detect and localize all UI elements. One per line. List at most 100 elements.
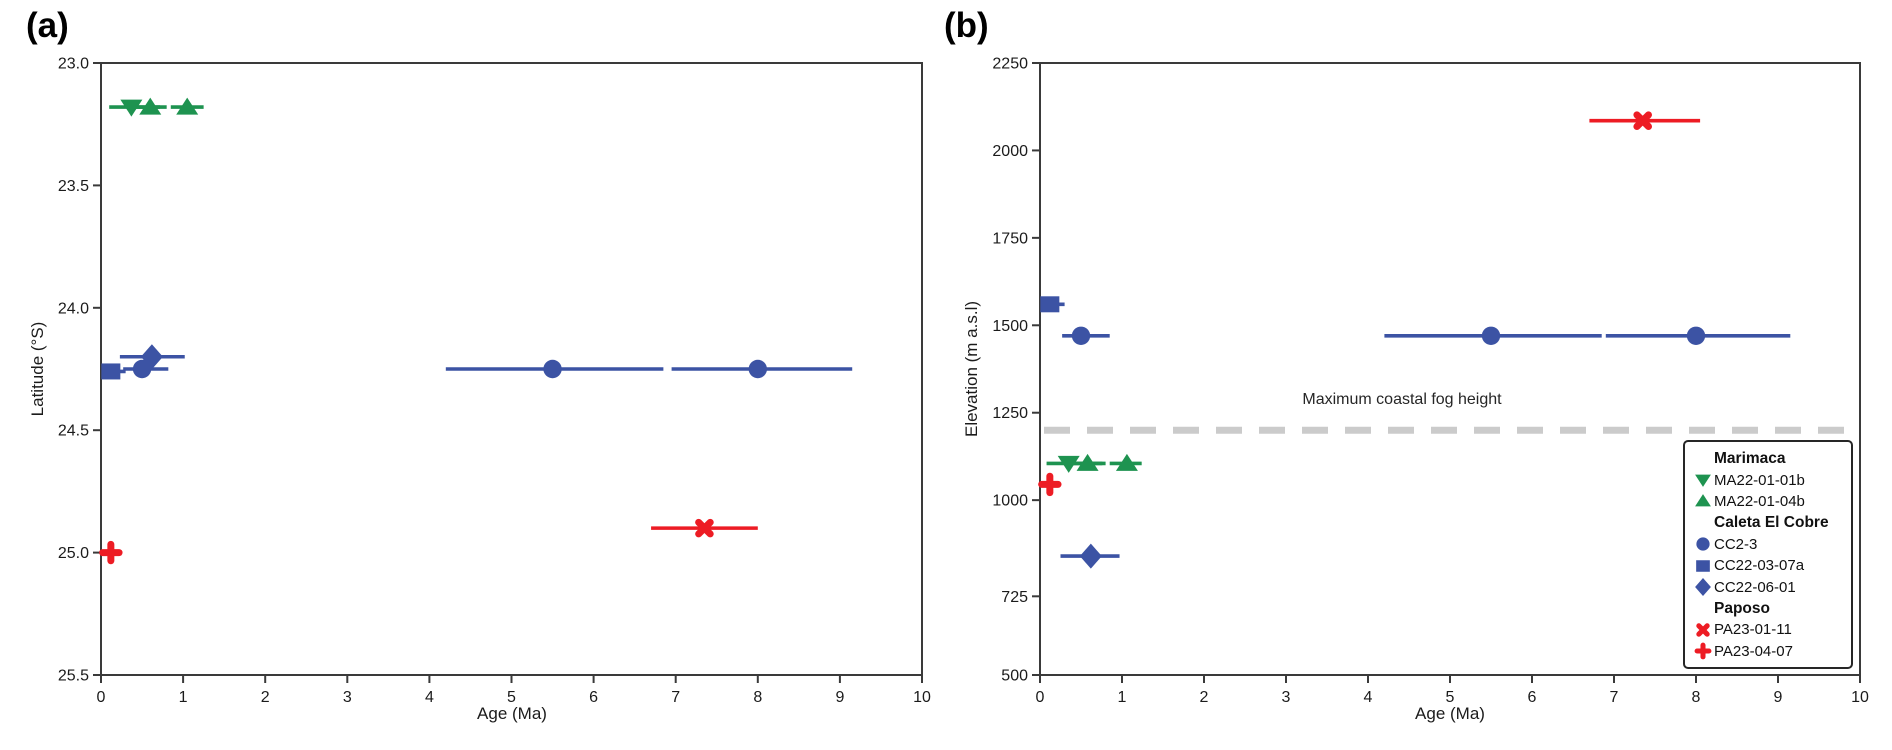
data-point — [1071, 326, 1091, 345]
x-tick-label: 4 — [425, 689, 434, 706]
x-tick-label: 1 — [1118, 689, 1127, 706]
panel-b-label: (b) — [944, 6, 989, 45]
y-tick-label: 2250 — [992, 56, 1028, 73]
marker-triangle-down — [1695, 474, 1711, 487]
data-point — [132, 359, 152, 379]
data-point — [176, 97, 199, 115]
fog-height-annotation: Maximum coastal fog height — [1302, 391, 1502, 408]
data-point — [1038, 472, 1062, 497]
x-tick-label: 2 — [1200, 689, 1209, 706]
x-tick-label: 5 — [507, 689, 516, 706]
legend-group-title-1: Caleta El Cobre — [1714, 514, 1829, 532]
marker-triangle-up — [139, 97, 162, 115]
x-tick-label: 0 — [97, 689, 106, 706]
data-point — [139, 97, 162, 115]
x-tick-label: 8 — [1692, 689, 1701, 706]
marker-circle — [748, 359, 767, 379]
data-point — [99, 540, 123, 565]
marker-square — [101, 363, 121, 380]
legend-item: MA22-01-01b — [1693, 469, 1847, 490]
plot-b-yaxis-title: Elevation (m a.s.l) — [962, 300, 981, 438]
legend-marker-plus — [1694, 642, 1712, 660]
y-tick-label: 25.0 — [58, 545, 89, 562]
legend-item: MA22-01-04b — [1693, 491, 1847, 512]
marker-triangle-up — [176, 97, 199, 115]
x-tick-label: 9 — [1774, 689, 1783, 706]
x-tick-label: 6 — [1528, 689, 1537, 706]
marker-plus — [99, 540, 123, 565]
marker-diamond — [140, 344, 163, 370]
marker-circle — [1481, 326, 1501, 345]
marker-diamond — [1695, 578, 1711, 597]
data-point — [1633, 111, 1652, 131]
legend-marker-diamond — [1695, 578, 1711, 597]
legend-item: PA23-04-07 — [1693, 641, 1847, 662]
data-point — [1686, 326, 1706, 345]
x-tick-label: 10 — [913, 689, 931, 706]
marker-circle — [1696, 537, 1710, 551]
data-point — [1076, 453, 1099, 471]
y-tick-label: 725 — [1001, 589, 1028, 606]
y-tick-label: 500 — [1001, 668, 1028, 685]
panel-a-label: (a) — [26, 6, 69, 45]
x-tick-label: 8 — [753, 689, 762, 706]
data-point — [695, 518, 714, 538]
marker-square — [1696, 559, 1710, 572]
data-point — [748, 359, 767, 379]
marker-square — [1040, 296, 1060, 313]
x-tick-label: 0 — [1036, 689, 1045, 706]
legend-marker-x — [1696, 623, 1710, 637]
x-tick-label: 6 — [589, 689, 598, 706]
y-tick-label: 24.5 — [58, 423, 89, 440]
y-tick-label: 24.0 — [58, 300, 89, 317]
marker-circle — [1686, 326, 1706, 345]
x-tick-label: 2 — [261, 689, 270, 706]
legend: Marimaca MA22-01-01b MA22-01-04b Caleta El … — [1683, 440, 1853, 669]
data-point — [543, 359, 562, 379]
legend-marker-circle — [1696, 537, 1710, 551]
plot-a-xaxis-title: Age (Ma) — [477, 704, 547, 723]
data-point — [1079, 543, 1102, 569]
marker-triangle-up — [1076, 453, 1099, 471]
marker-triangle-down — [1057, 455, 1080, 473]
marker-circle — [543, 359, 562, 379]
marker-plus — [1694, 642, 1712, 660]
legend-item: PA23-01-11 — [1693, 619, 1847, 640]
legend-marker-triangle-down — [1695, 474, 1711, 487]
marker-plus — [1038, 472, 1062, 497]
plot-a-yaxis-title: Latitude (°S) — [28, 321, 47, 417]
marker-x — [1633, 111, 1652, 131]
marker-circle — [132, 359, 152, 379]
legend-group-title-0: Marimaca — [1714, 450, 1786, 467]
y-tick-label: 25.5 — [58, 668, 89, 685]
x-tick-label: 7 — [671, 689, 680, 706]
data-point — [1115, 453, 1138, 471]
legend-marker-triangle-up — [1695, 494, 1711, 507]
x-tick-label: 7 — [1610, 689, 1619, 706]
x-tick-label: 3 — [1282, 689, 1291, 706]
x-tick-label: 5 — [1446, 689, 1455, 706]
marker-triangle-up — [1115, 453, 1138, 471]
y-tick-label: 1250 — [992, 405, 1028, 422]
y-tick-label: 23.0 — [58, 56, 89, 73]
x-tick-label: 1 — [179, 689, 188, 706]
y-tick-label: 1750 — [992, 230, 1028, 247]
y-tick-label: 1500 — [992, 318, 1028, 335]
legend-item: CC22-06-01 — [1693, 576, 1847, 597]
marker-diamond — [1079, 543, 1102, 569]
y-tick-label: 1000 — [992, 493, 1028, 510]
x-tick-label: 10 — [1851, 689, 1869, 706]
x-tick-label: 4 — [1364, 689, 1373, 706]
plot-b: 0 1 2 3 4 5 6 7 8 9 10 500 725 1000 1250 1500 1750 2000 22… — [992, 56, 1869, 707]
plot-b-xaxis-title: Age (Ma) — [1415, 704, 1485, 723]
data-point — [1057, 455, 1080, 473]
x-tick-label: 3 — [343, 689, 352, 706]
marker-circle — [1071, 326, 1091, 345]
marker-triangle-up — [1695, 494, 1711, 507]
data-point — [1040, 296, 1060, 313]
legend-group-title-2: Paposo — [1714, 599, 1770, 617]
data-point — [101, 363, 121, 380]
